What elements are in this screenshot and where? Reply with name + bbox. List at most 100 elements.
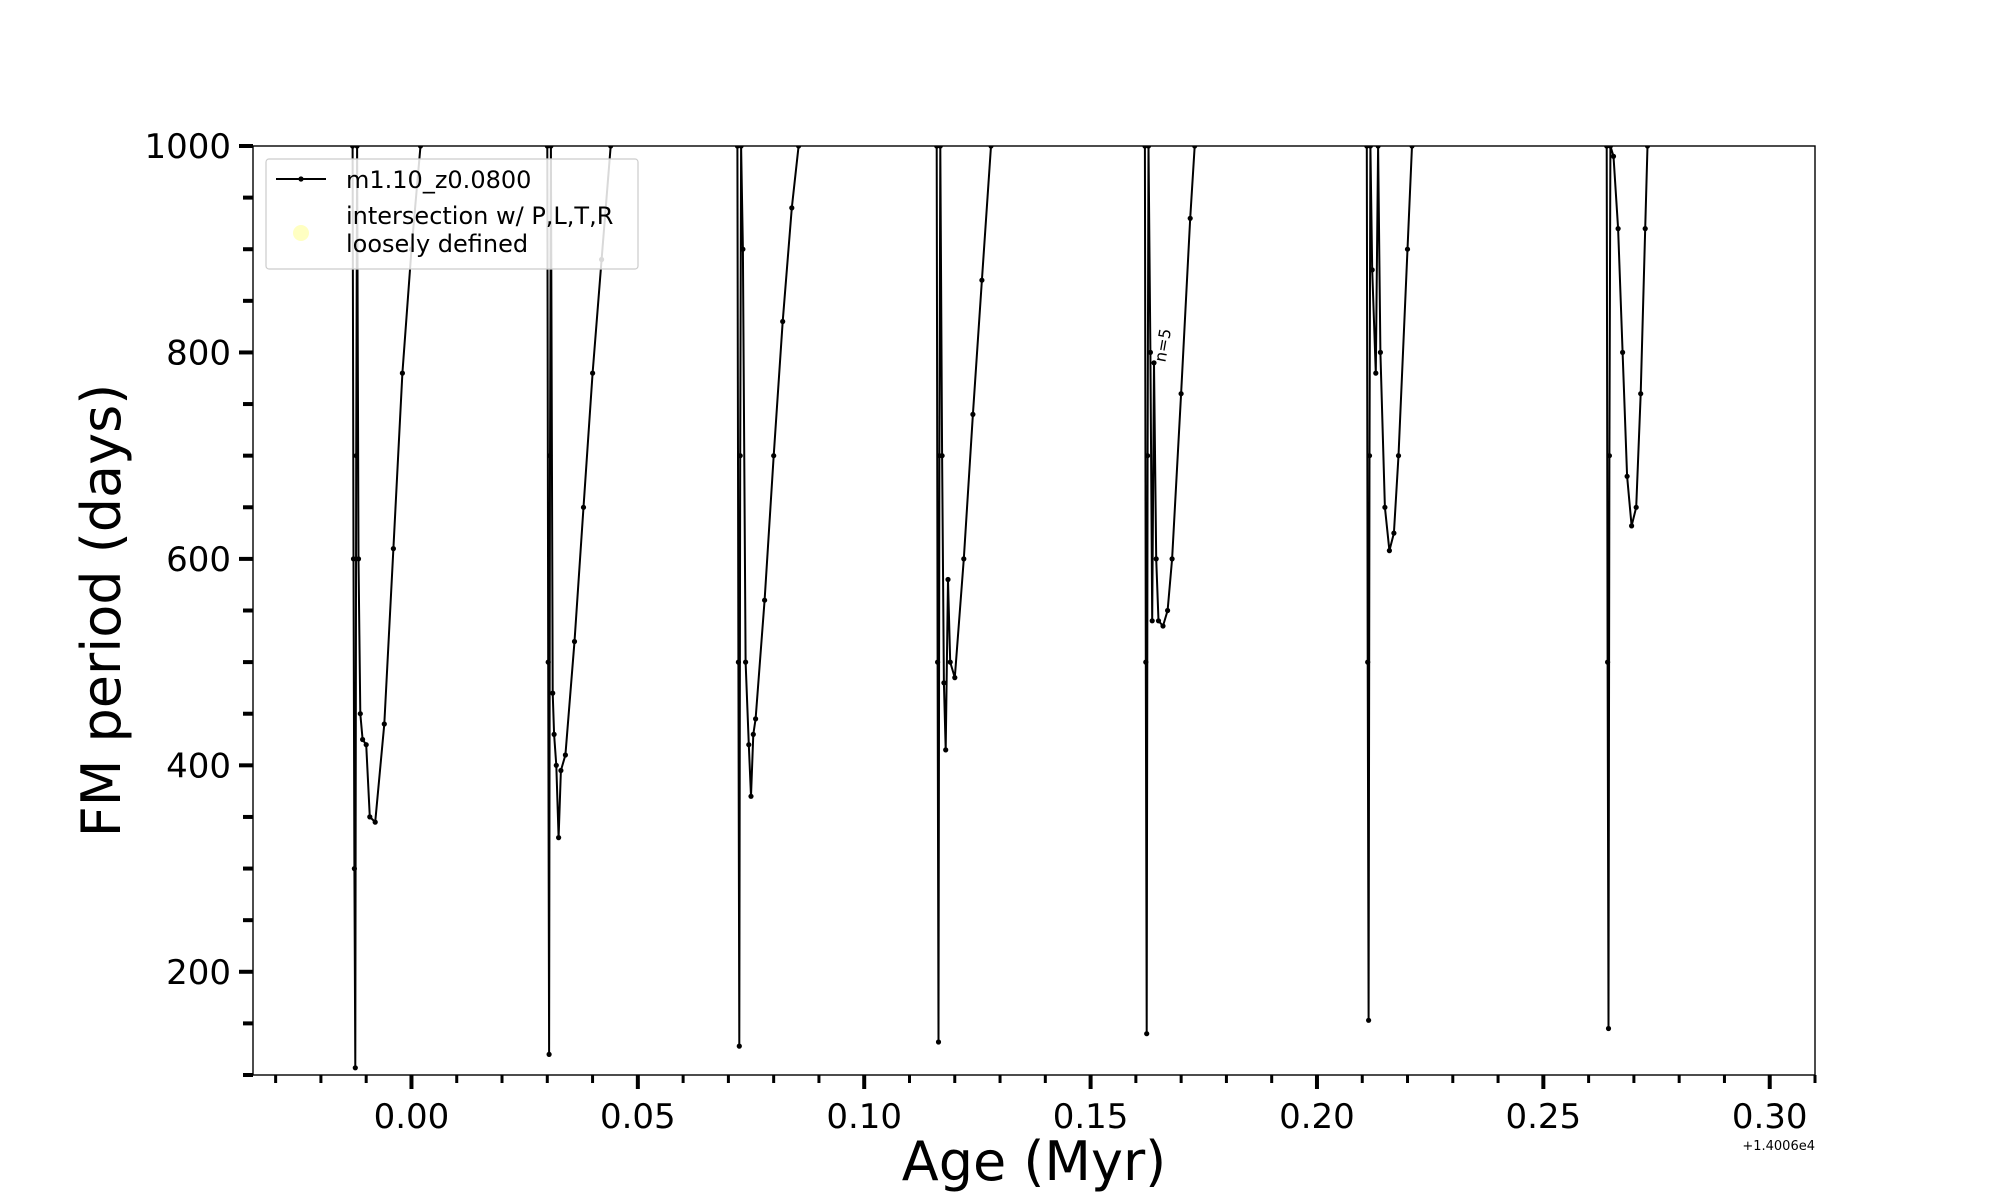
data-point <box>1366 1017 1372 1023</box>
data-point <box>1404 246 1411 252</box>
data-point <box>1391 530 1397 536</box>
annotation-layer: n=5 <box>1151 327 1176 364</box>
data-point <box>970 411 976 417</box>
data-point <box>1144 1031 1150 1037</box>
data-point <box>961 556 967 562</box>
data-point <box>1365 659 1371 665</box>
x-axis-label: Age (Myr) <box>902 1130 1167 1193</box>
data-point <box>1373 370 1379 376</box>
series-line <box>1365 146 1413 1022</box>
data-point <box>372 819 378 825</box>
data-point <box>399 370 405 376</box>
data-point <box>1615 226 1621 232</box>
data-point <box>571 638 578 645</box>
data-point <box>748 793 754 799</box>
data-point <box>363 742 369 748</box>
legend-entry-label: m1.10_z0.0800 <box>346 166 531 194</box>
data-point <box>740 246 746 252</box>
data-point <box>1145 453 1151 459</box>
data-point <box>1366 453 1373 459</box>
x-axis-ticks: 0.00 0.05 0.10 0.15 0.20 0.25 0.30 <box>274 1075 1817 1137</box>
data-point <box>753 716 759 722</box>
data-point <box>947 659 953 665</box>
data-point <box>1149 618 1155 624</box>
data-point <box>1606 453 1612 459</box>
data-point <box>1633 504 1639 510</box>
data-point <box>556 835 562 841</box>
data-point <box>743 659 749 665</box>
data-point <box>746 742 752 748</box>
legend: m1.10_z0.0800 intersection w/ P,L,T,R loos… <box>265 158 639 270</box>
data-point <box>1624 473 1630 479</box>
legend-entry-label: intersection w/ P,L,T,R loosely defined <box>346 202 613 258</box>
data-point <box>952 675 958 681</box>
data-point <box>352 1065 358 1071</box>
annotation-label: n=5 <box>1151 327 1176 364</box>
data-point <box>1629 523 1635 529</box>
data-point <box>1620 349 1626 355</box>
x-tick-label: 0.20 <box>1279 1097 1355 1137</box>
data-point <box>546 1051 552 1057</box>
legend-marker-swatch <box>298 176 304 182</box>
data-point <box>1386 548 1392 554</box>
x-tick-label: 0.00 <box>374 1097 450 1137</box>
x-tick-label: 0.30 <box>1732 1097 1808 1137</box>
data-point <box>789 205 795 211</box>
data-point <box>1155 618 1162 624</box>
data-point <box>935 659 941 665</box>
data-point <box>367 814 373 820</box>
data-point <box>1605 1025 1612 1032</box>
data-point <box>1642 226 1648 232</box>
data-point <box>1377 349 1383 355</box>
data-point <box>1160 623 1166 629</box>
data-point <box>550 690 556 696</box>
x-axis-offset-label: +1.4006e4 <box>1742 1139 1815 1154</box>
data-point <box>360 736 366 743</box>
data-point <box>355 556 362 562</box>
data-point <box>780 318 786 325</box>
data-point <box>545 659 551 665</box>
data-point <box>945 576 951 583</box>
data-point <box>771 453 777 459</box>
legend-circle-swatch <box>293 225 309 241</box>
data-point <box>1151 360 1157 366</box>
data-point <box>381 721 387 727</box>
data-point <box>1169 556 1175 562</box>
legend-box <box>265 158 639 270</box>
data-point <box>1369 267 1375 273</box>
x-tick-label: 0.10 <box>826 1097 902 1137</box>
series-line <box>1605 146 1649 1030</box>
x-tick-label: 0.25 <box>1505 1097 1581 1137</box>
data-point <box>390 546 396 552</box>
y-tick-label: 600 <box>166 540 231 580</box>
x-tick-label: 0.15 <box>1053 1097 1129 1137</box>
data-point <box>580 504 587 510</box>
data-point <box>979 277 985 283</box>
series-line <box>1143 146 1196 1035</box>
data-point <box>1382 504 1388 510</box>
y-tick-label: 200 <box>166 953 231 993</box>
x-tick-label: 0.05 <box>600 1097 676 1137</box>
y-axis-label: FM period (days) <box>70 384 133 838</box>
data-point <box>943 747 949 753</box>
series-line <box>351 146 422 1069</box>
data-point <box>736 1043 742 1049</box>
data-point <box>762 597 768 603</box>
data-point <box>1143 659 1149 665</box>
data-point <box>357 711 363 717</box>
data-point <box>547 453 553 459</box>
data-point <box>353 453 359 459</box>
data-point <box>551 731 557 738</box>
data-point <box>1165 607 1171 614</box>
data-point <box>562 752 569 758</box>
data-point <box>1610 153 1617 159</box>
data-point <box>590 370 596 376</box>
y-axis-ticks: 200 400 600 800 1000 <box>144 127 253 1077</box>
plot-frame <box>252 145 1816 1076</box>
data-point <box>1395 453 1402 459</box>
data-point <box>737 453 743 459</box>
data-point <box>935 1039 942 1045</box>
data-point <box>1147 349 1153 355</box>
y-tick-label: 1000 <box>144 127 231 167</box>
series-line <box>546 146 612 1056</box>
